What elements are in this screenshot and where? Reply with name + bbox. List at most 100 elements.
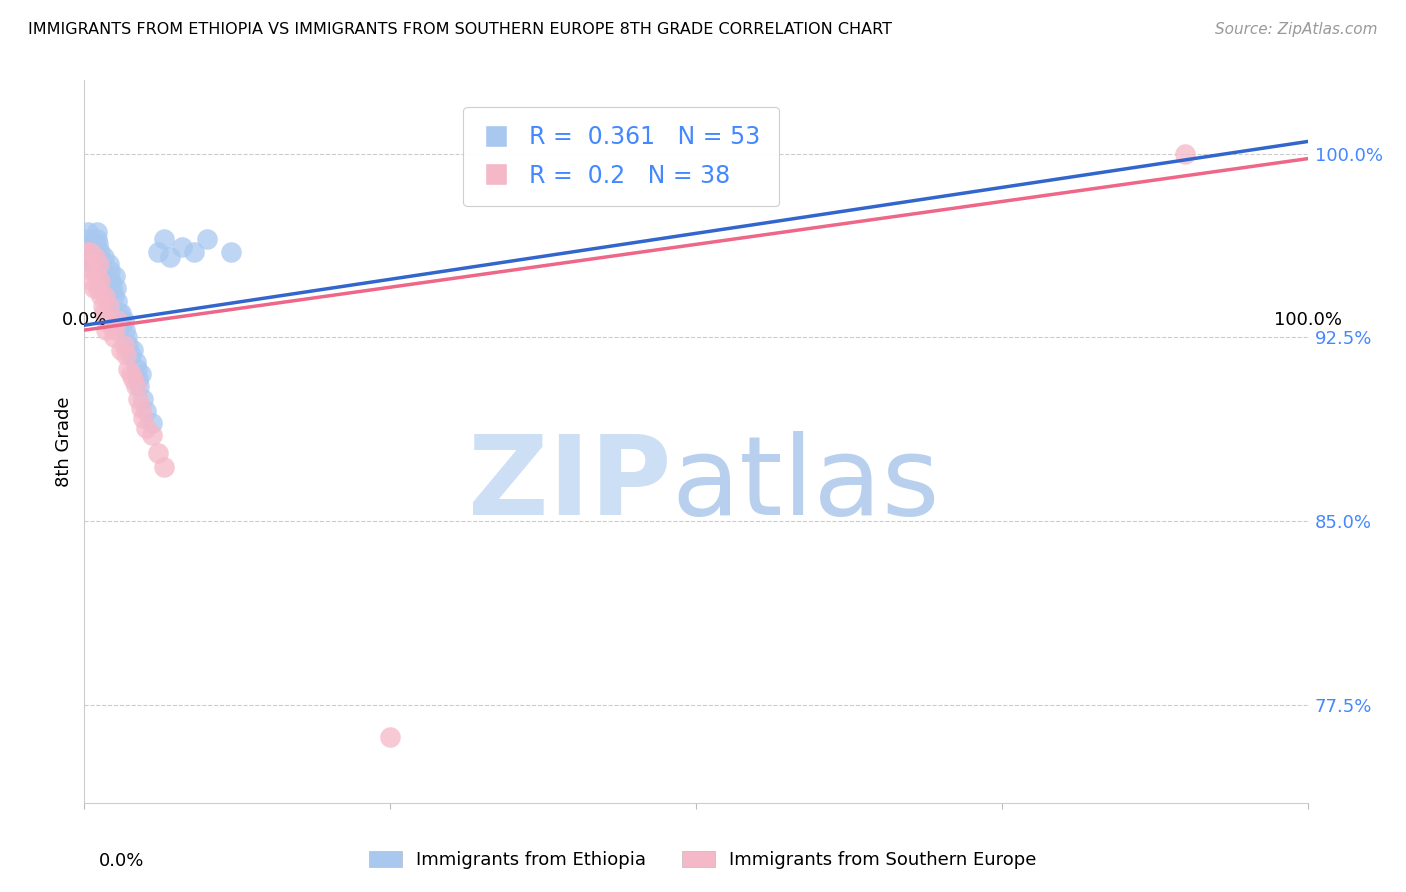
Text: ZIP: ZIP xyxy=(468,432,672,539)
Point xyxy=(97,313,120,327)
Point xyxy=(80,274,103,288)
Point xyxy=(105,281,128,295)
Point xyxy=(79,244,101,259)
Point xyxy=(83,281,105,295)
Point xyxy=(83,244,105,259)
Legend: R =  0.361   N = 53, R =  0.2   N = 38: R = 0.361 N = 53, R = 0.2 N = 38 xyxy=(463,106,779,206)
Point xyxy=(132,392,155,406)
Text: 100.0%: 100.0% xyxy=(1274,310,1341,328)
Point xyxy=(115,348,138,362)
Point xyxy=(120,348,142,362)
Point xyxy=(110,343,132,357)
Point xyxy=(75,244,97,259)
Point xyxy=(112,338,135,352)
Point xyxy=(128,379,150,393)
Point xyxy=(129,367,152,381)
Point xyxy=(94,281,117,295)
Point xyxy=(84,257,107,271)
Point xyxy=(380,730,402,744)
Point xyxy=(219,244,242,259)
Point xyxy=(82,264,104,278)
Point xyxy=(100,274,122,288)
Point xyxy=(77,250,100,264)
Point xyxy=(87,257,110,271)
Point xyxy=(117,362,139,376)
Point xyxy=(89,274,111,288)
Point xyxy=(112,313,135,327)
Point xyxy=(103,289,125,303)
Point xyxy=(146,445,169,459)
Point xyxy=(82,257,104,271)
Point xyxy=(104,323,127,337)
Point xyxy=(91,269,114,284)
Point xyxy=(105,293,128,308)
Point xyxy=(146,244,169,259)
Point xyxy=(117,338,139,352)
Point xyxy=(79,237,101,252)
Point xyxy=(87,264,110,278)
Y-axis label: 8th Grade: 8th Grade xyxy=(55,396,73,487)
Point xyxy=(122,343,145,357)
Point xyxy=(105,313,128,327)
Point xyxy=(159,250,181,264)
Point xyxy=(91,299,114,313)
Point xyxy=(132,411,155,425)
Point xyxy=(115,330,138,344)
Point xyxy=(80,244,103,259)
Point xyxy=(107,306,129,320)
Point xyxy=(100,318,122,333)
Point xyxy=(125,379,148,393)
Point xyxy=(114,323,136,337)
Point xyxy=(103,330,125,344)
Point xyxy=(97,257,120,271)
Point xyxy=(93,250,115,264)
Text: atlas: atlas xyxy=(672,432,941,539)
Point xyxy=(86,232,108,246)
Point xyxy=(96,269,118,284)
Point xyxy=(98,264,121,278)
Point xyxy=(122,372,145,386)
Text: 0.0%: 0.0% xyxy=(62,310,107,328)
Point xyxy=(110,306,132,320)
Point xyxy=(86,269,108,284)
Point xyxy=(127,372,149,386)
Point xyxy=(87,281,110,295)
Point xyxy=(77,225,100,239)
Point xyxy=(183,244,205,259)
Text: IMMIGRANTS FROM ETHIOPIA VS IMMIGRANTS FROM SOUTHERN EUROPE 8TH GRADE CORRELATIO: IMMIGRANTS FROM ETHIOPIA VS IMMIGRANTS F… xyxy=(28,22,893,37)
Point xyxy=(86,225,108,239)
Point xyxy=(111,318,134,333)
Point xyxy=(87,237,110,252)
Point xyxy=(87,250,110,264)
Point xyxy=(76,244,98,259)
Point xyxy=(97,274,120,288)
Point xyxy=(125,355,148,369)
Point xyxy=(120,367,142,381)
Point xyxy=(94,289,117,303)
Point xyxy=(125,362,148,376)
Point xyxy=(104,269,127,284)
Point xyxy=(97,299,120,313)
Point xyxy=(96,323,118,337)
Point xyxy=(141,428,163,442)
Point xyxy=(101,281,124,295)
Point xyxy=(129,401,152,416)
Point xyxy=(172,240,194,254)
Point xyxy=(84,250,107,264)
Point xyxy=(93,306,115,320)
Point xyxy=(77,257,100,271)
Point xyxy=(135,404,157,418)
Point xyxy=(153,460,176,475)
Point xyxy=(195,232,218,246)
Point xyxy=(89,244,111,259)
Point xyxy=(127,392,149,406)
Text: 0.0%: 0.0% xyxy=(98,852,143,870)
Point xyxy=(135,421,157,435)
Point xyxy=(141,416,163,430)
Point xyxy=(90,289,112,303)
Point xyxy=(1174,146,1197,161)
Point xyxy=(153,232,176,246)
Text: Source: ZipAtlas.com: Source: ZipAtlas.com xyxy=(1215,22,1378,37)
Point xyxy=(90,257,112,271)
Legend: Immigrants from Ethiopia, Immigrants from Southern Europe: Immigrants from Ethiopia, Immigrants fro… xyxy=(360,842,1046,879)
